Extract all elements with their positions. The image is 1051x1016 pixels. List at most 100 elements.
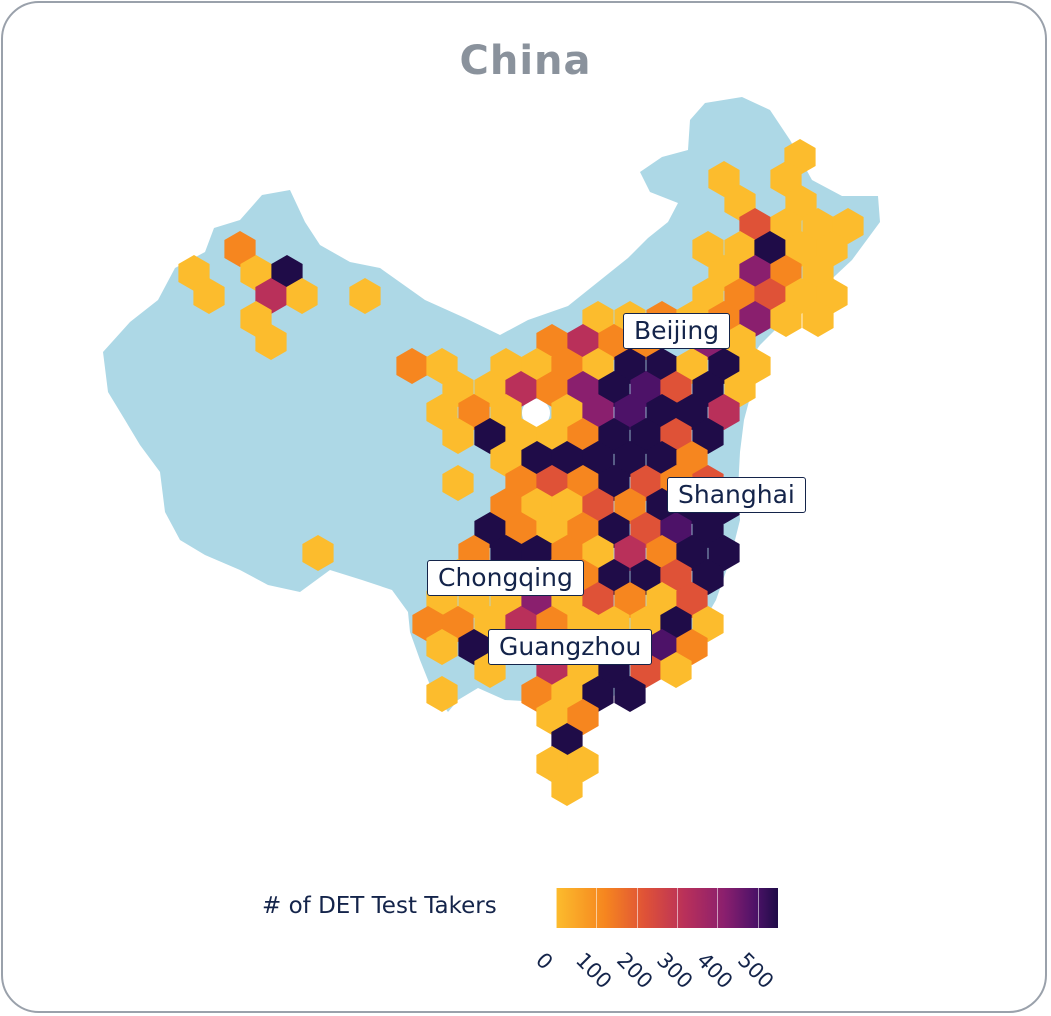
- hex-bin: [660, 652, 692, 688]
- hex-bin: [708, 161, 740, 197]
- legend-title: # of DET Test Takers: [262, 893, 497, 919]
- hex-bin: [646, 535, 678, 571]
- hex-bin: [582, 488, 614, 524]
- hex-bin: [739, 348, 771, 384]
- legend-tick-mark: [556, 888, 557, 928]
- hex-bin: [598, 371, 630, 407]
- hex-bin: [286, 278, 318, 314]
- hex-bin: [832, 208, 864, 244]
- hex-bin: [567, 465, 599, 501]
- hex-bin: [692, 278, 724, 314]
- hex-bin: [614, 582, 646, 618]
- hex-bin: [536, 699, 568, 735]
- hex-bin: [708, 348, 740, 384]
- hex-bin: [255, 324, 287, 360]
- hex-bin: [240, 255, 272, 291]
- hex-bin: [490, 394, 522, 430]
- hex-bin: [551, 348, 583, 384]
- hex-bin: [567, 746, 599, 782]
- hex-bin: [630, 512, 662, 548]
- hex-bin: [536, 512, 568, 548]
- hex-bin: [490, 441, 522, 477]
- hex-bin: [442, 418, 474, 454]
- hex-bin: [396, 348, 428, 384]
- hex-bin: [551, 770, 583, 806]
- legend-tick-mark: [717, 888, 719, 928]
- hex-bin: [426, 394, 458, 430]
- hex-bin: [754, 231, 786, 267]
- hex-bin: [536, 324, 568, 360]
- hex-bin: [582, 676, 614, 712]
- hex-bin: [193, 278, 225, 314]
- hex-bin: [458, 629, 490, 665]
- map-title: China: [459, 38, 592, 84]
- hex-bin: [458, 394, 490, 430]
- hex-bin: [630, 559, 662, 595]
- hex-bin: [724, 278, 756, 314]
- hex-bin: [739, 301, 771, 337]
- hex-bin: [582, 582, 614, 618]
- hex-bin: [582, 441, 614, 477]
- hex-bin: [474, 418, 506, 454]
- hex-bin: [521, 488, 553, 524]
- hex-bin: [551, 394, 583, 430]
- legend-tick-mark: [636, 888, 638, 928]
- hexbin-layer: [178, 139, 864, 806]
- hex-bin: [474, 371, 506, 407]
- legend-color-bar: [556, 888, 778, 928]
- hex-bin: [676, 441, 708, 477]
- hex-bin: [567, 324, 599, 360]
- hex-bin: [271, 255, 303, 291]
- hex-bin: [490, 488, 522, 524]
- hex-bin: [739, 255, 771, 291]
- hex-bin: [676, 582, 708, 618]
- hex-bin: [474, 512, 506, 548]
- hex-bin: [255, 278, 287, 314]
- hex-bin: [614, 394, 646, 430]
- hex-bin: [785, 185, 817, 221]
- lake-hole: [522, 399, 550, 427]
- hex-bin: [646, 582, 678, 618]
- hex-bin: [567, 699, 599, 735]
- hex-bin: [442, 371, 474, 407]
- hex-bin: [692, 418, 724, 454]
- hex-bin: [692, 371, 724, 407]
- hex-bin: [724, 185, 756, 221]
- hex-bin: [426, 629, 458, 665]
- hex-bin: [582, 394, 614, 430]
- hex-bin: [582, 348, 614, 384]
- hex-bin: [614, 535, 646, 571]
- hex-bin: [724, 231, 756, 267]
- hex-bin: [614, 348, 646, 384]
- hex-bin: [302, 535, 334, 571]
- hex-bin: [630, 418, 662, 454]
- hex-bin: [630, 371, 662, 407]
- hex-bin: [692, 231, 724, 267]
- hex-bin: [676, 535, 708, 571]
- city-label-guangzhou: Guangzhou: [488, 629, 653, 665]
- hex-bin: [224, 231, 256, 267]
- city-label-beijing: Beijing: [623, 313, 731, 349]
- hex-bin: [505, 512, 537, 548]
- hex-bin: [646, 394, 678, 430]
- hex-bin: [598, 465, 630, 501]
- hex-bin: [785, 231, 817, 267]
- hex-bin: [536, 418, 568, 454]
- hex-bin: [708, 535, 740, 571]
- hex-bin: [770, 208, 802, 244]
- hex-bin: [802, 301, 834, 337]
- legend-tick-mark: [757, 888, 759, 928]
- hex-bin: [754, 278, 786, 314]
- hex-bin: [739, 208, 771, 244]
- hex-bin: [646, 441, 678, 477]
- hex-bin: [521, 441, 553, 477]
- hex-bin: [692, 559, 724, 595]
- hex-bin: [442, 606, 474, 642]
- hex-bin: [770, 255, 802, 291]
- hex-bin: [490, 348, 522, 384]
- hex-bin: [676, 629, 708, 665]
- hex-bin: [598, 559, 630, 595]
- hex-bin: [708, 394, 740, 430]
- hex-bin: [536, 465, 568, 501]
- hex-bin: [536, 746, 568, 782]
